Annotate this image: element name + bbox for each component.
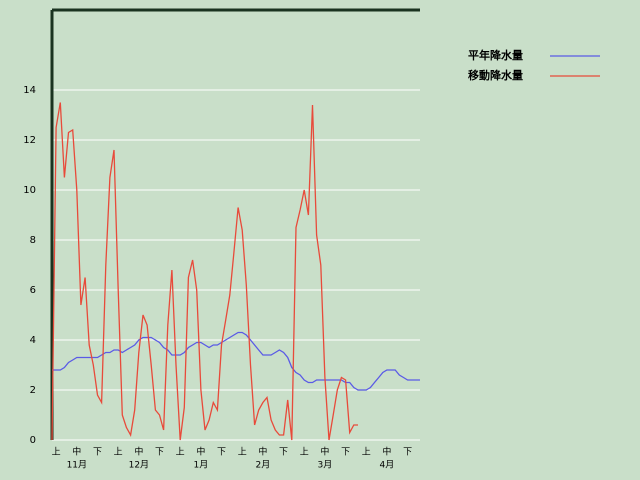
- x-tick-label: 下: [341, 448, 350, 458]
- x-tick-label: 上: [362, 447, 371, 458]
- y-tick-label: 2: [30, 385, 36, 396]
- x-tick-label: 中: [196, 446, 205, 458]
- x-tick-label: 中: [134, 446, 143, 458]
- y-tick-label: 4: [30, 335, 36, 346]
- month-label: 12月: [129, 460, 149, 471]
- x-tick-label: 上: [52, 447, 61, 458]
- x-tick-label: 中: [382, 446, 391, 458]
- x-tick-label: 上: [176, 447, 185, 458]
- x-tick-label: 上: [300, 447, 309, 458]
- x-tick-label: 上: [238, 447, 247, 458]
- x-tick-label: 上: [114, 447, 123, 458]
- month-label: 11月: [67, 460, 87, 471]
- x-tick-label: 下: [403, 448, 412, 458]
- month-label: 4月: [380, 460, 395, 471]
- series-line: [52, 331, 420, 391]
- month-label: 3月: [318, 460, 333, 471]
- x-tick-label: 中: [320, 446, 329, 458]
- month-label: 1月: [193, 460, 208, 471]
- y-tick-label: 0: [30, 435, 36, 446]
- x-tick-label: 下: [279, 448, 288, 458]
- y-tick-label: 10: [23, 185, 36, 196]
- y-tick-label: 6: [30, 285, 36, 296]
- series-line: [51, 102, 358, 441]
- legend-label: 平年降水量: [468, 48, 523, 62]
- x-tick-label: 中: [72, 446, 81, 458]
- y-tick-label: 12: [23, 135, 36, 146]
- month-label: 2月: [256, 460, 271, 471]
- y-tick-label: 14: [23, 85, 36, 96]
- x-tick-label: 中: [258, 446, 267, 458]
- x-tick-label: 下: [93, 448, 102, 458]
- x-tick-label: 下: [155, 448, 164, 458]
- y-tick-label: 8: [30, 235, 36, 246]
- legend-label: 移動降水量: [468, 68, 523, 82]
- x-tick-label: 下: [217, 448, 226, 458]
